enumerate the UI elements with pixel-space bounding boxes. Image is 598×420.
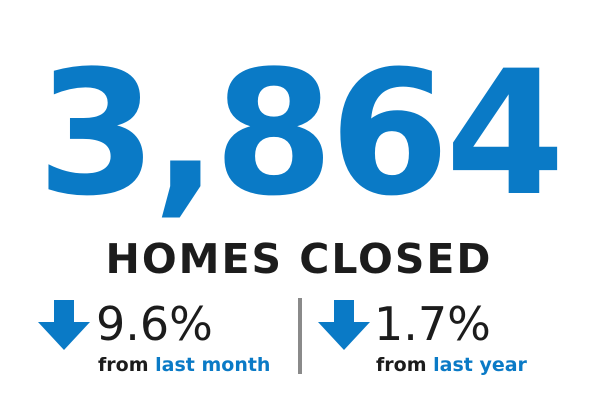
year-change-caption: from last year (376, 354, 527, 376)
month-change-value: 9.6% (96, 297, 213, 351)
arrow-down-icon (38, 300, 90, 350)
homes-closed-label: HOMES CLOSED (105, 235, 493, 283)
year-period-text: last year (433, 354, 527, 376)
month-period-text: last month (155, 354, 271, 376)
year-from-text: from (376, 354, 427, 376)
homes-closed-count: 3,864 (36, 33, 565, 234)
month-from-text: from (98, 354, 149, 376)
stats-divider (298, 298, 302, 374)
month-change-caption: from last month (98, 354, 270, 376)
year-change-value: 1.7% (374, 297, 491, 351)
arrow-down-icon (318, 300, 370, 350)
